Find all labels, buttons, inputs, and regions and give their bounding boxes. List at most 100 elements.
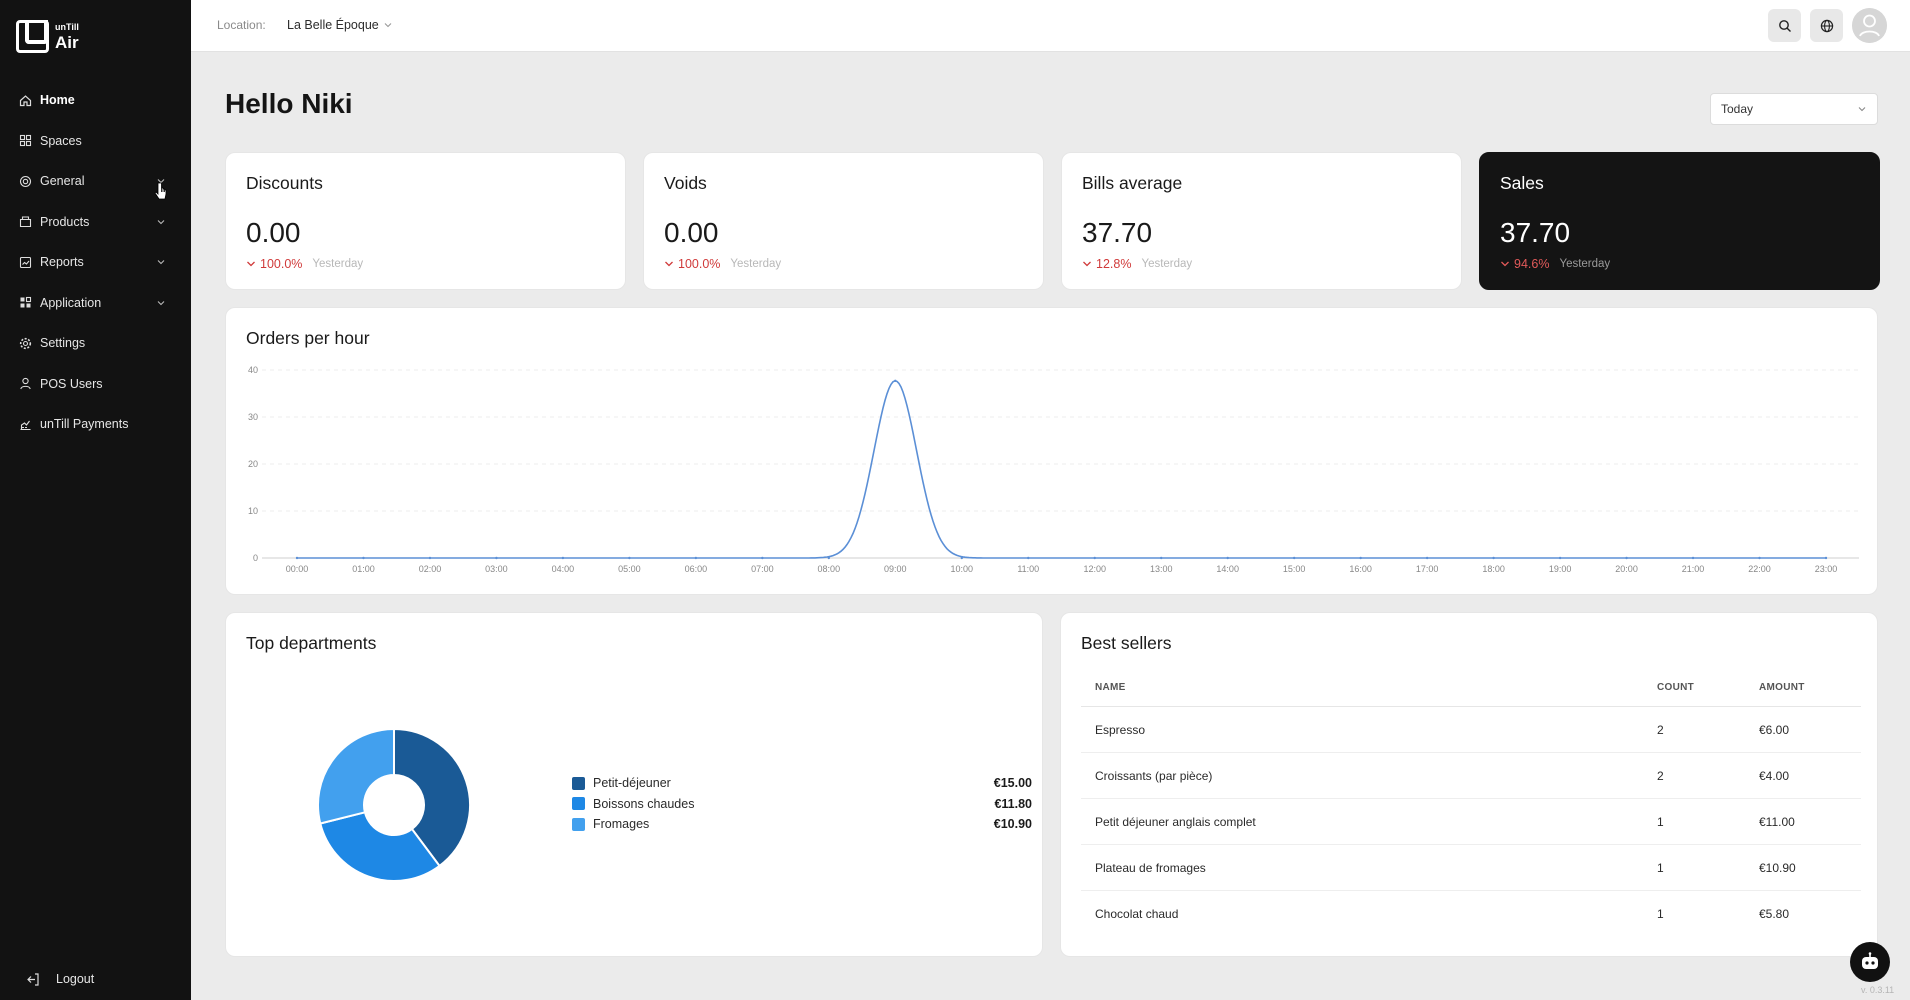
search-button[interactable] xyxy=(1768,9,1801,42)
logout-button[interactable]: Logout xyxy=(27,972,94,986)
cell-count: 2 xyxy=(1657,768,1664,783)
kpi-compare-label: Yesterday xyxy=(312,258,364,270)
cell-amount: €5.80 xyxy=(1759,907,1790,921)
cell-name: Espresso xyxy=(1095,722,1146,737)
sidebar-item-untill-payments[interactable]: unTill Payments xyxy=(0,404,191,445)
data-point[interactable] xyxy=(1824,556,1828,560)
table-header: NAME COUNT AMOUNT xyxy=(1081,669,1861,707)
kpi-change: 100.0% Yesterday xyxy=(246,257,363,271)
kpi-value: 37.70 xyxy=(1082,217,1153,248)
data-point[interactable] xyxy=(1492,556,1495,560)
page-title: Hello Niki xyxy=(225,88,353,119)
data-point[interactable] xyxy=(761,556,764,560)
table-row[interactable]: Plateau de fromages 1 €10.90 xyxy=(1081,845,1861,891)
data-point[interactable] xyxy=(1093,556,1096,560)
data-point[interactable] xyxy=(1359,556,1362,560)
x-tick-label: 23:00 xyxy=(1815,564,1838,574)
kpi-value: 0.00 xyxy=(246,217,301,248)
support-chat-button[interactable] xyxy=(1850,942,1890,982)
sidebar-item-label: Home xyxy=(40,93,75,108)
x-tick-label: 13:00 xyxy=(1150,564,1173,574)
cell-amount: €4.00 xyxy=(1759,768,1790,783)
data-point[interactable] xyxy=(1027,556,1030,560)
kpi-change-value: 100.0% xyxy=(678,257,721,271)
data-point[interactable] xyxy=(561,556,565,560)
data-point[interactable] xyxy=(295,556,299,560)
mouse-cursor-icon xyxy=(154,182,167,200)
data-point[interactable] xyxy=(362,556,365,560)
kpi-change-value: 100.0% xyxy=(260,257,303,271)
y-tick-label: 20 xyxy=(248,459,258,469)
table-row[interactable]: Petit déjeuner anglais complet 1 €11.00 xyxy=(1081,799,1861,845)
cell-name: Croissants (par pièce) xyxy=(1095,768,1213,783)
sidebar-item-products[interactable]: Products xyxy=(0,202,191,243)
data-point[interactable] xyxy=(1160,556,1163,560)
sidebar-item-home[interactable]: Home xyxy=(0,80,191,121)
donut-slice-petit-déjeuner[interactable] xyxy=(393,727,471,868)
kpi-card-discounts[interactable]: Discounts 0.00 100.0% Yesterday xyxy=(225,152,626,290)
kpi-card-bills-average[interactable]: Bills average 37.70 12.8% Yesterday xyxy=(1061,152,1462,290)
x-tick-label: 14:00 xyxy=(1216,564,1239,574)
legend-swatch xyxy=(572,797,585,811)
data-point[interactable] xyxy=(1558,556,1562,560)
table-row[interactable]: Croissants (par pièce) 2 €4.00 xyxy=(1081,753,1861,799)
y-tick-label: 30 xyxy=(248,412,258,422)
data-point[interactable] xyxy=(1758,556,1761,560)
sidebar-item-general[interactable]: General xyxy=(0,161,191,202)
brand-logo[interactable]: unTill Air xyxy=(16,20,79,53)
donut-slice-boissons-chaudes[interactable] xyxy=(319,811,441,882)
legend-label: Fromages xyxy=(593,817,650,832)
kpi-value: 37.70 xyxy=(1500,217,1571,248)
language-button[interactable] xyxy=(1810,9,1843,42)
orders-series-line[interactable] xyxy=(297,379,1825,559)
top-departments-card: Top departments Petit-déjeuner €15.00 Bois… xyxy=(225,612,1043,957)
donut-slice-fromages[interactable] xyxy=(317,727,395,825)
payments-icon xyxy=(19,418,32,431)
chat-bot-icon xyxy=(1862,952,1878,969)
legend-item[interactable]: Fromages €10.90 xyxy=(572,814,1032,835)
kpi-card-sales[interactable]: Sales 37.70 94.6% Yesterday xyxy=(1479,152,1880,290)
sidebar-item-reports[interactable]: Reports xyxy=(0,242,191,283)
table-row[interactable]: Chocolat chaud 1 €5.80 xyxy=(1081,891,1861,937)
kpi-title: Bills average xyxy=(1082,173,1183,193)
data-point[interactable] xyxy=(1691,556,1695,560)
data-point[interactable] xyxy=(1425,556,1429,560)
kpi-card-voids[interactable]: Voids 0.00 100.0% Yesterday xyxy=(643,152,1044,290)
trend-down-icon xyxy=(247,261,255,267)
data-point[interactable] xyxy=(827,556,831,560)
user-avatar[interactable] xyxy=(1852,8,1887,43)
chevron-down-icon xyxy=(1858,107,1866,112)
chevron-down-icon xyxy=(157,300,165,306)
data-point[interactable] xyxy=(1292,556,1296,560)
data-point[interactable] xyxy=(894,379,897,383)
sidebar-item-application[interactable]: Application xyxy=(0,283,191,324)
sidebar-item-label: Spaces xyxy=(40,133,82,148)
sidebar-item-pos-users[interactable]: POS Users xyxy=(0,364,191,405)
sidebar-item-spaces[interactable]: Spaces xyxy=(0,121,191,162)
best-sellers-table: NAME COUNT AMOUNT Espresso 2 €6.00 Croissan… xyxy=(1081,669,1861,937)
column-header-name[interactable]: NAME xyxy=(1095,682,1126,693)
sidebar-item-settings[interactable]: Settings xyxy=(0,323,191,364)
data-point[interactable] xyxy=(495,556,498,560)
location-select[interactable]: La Belle Époque xyxy=(287,18,393,32)
period-select[interactable]: Today xyxy=(1710,93,1878,125)
brand-small: unTill xyxy=(55,21,79,32)
column-header-amount[interactable]: AMOUNT xyxy=(1759,682,1805,693)
legend-item[interactable]: Petit-déjeuner €15.00 xyxy=(572,773,1032,794)
data-point[interactable] xyxy=(1625,556,1628,560)
data-point[interactable] xyxy=(694,556,698,560)
data-point[interactable] xyxy=(1226,556,1229,560)
data-point[interactable] xyxy=(428,556,432,560)
chevron-down-icon xyxy=(157,260,165,265)
x-tick-label: 09:00 xyxy=(884,564,907,574)
column-header-count[interactable]: COUNT xyxy=(1657,682,1695,693)
cell-count: 2 xyxy=(1657,722,1664,737)
table-row[interactable]: Espresso 2 €6.00 xyxy=(1081,707,1861,753)
x-tick-label: 18:00 xyxy=(1482,564,1505,574)
data-point[interactable] xyxy=(960,556,963,560)
departments-title: Top departments xyxy=(246,633,377,653)
location-label: Location: xyxy=(217,18,266,32)
cell-name: Petit déjeuner anglais complet xyxy=(1095,814,1256,829)
data-point[interactable] xyxy=(628,556,631,560)
legend-item[interactable]: Boissons chaudes €11.80 xyxy=(572,794,1032,815)
